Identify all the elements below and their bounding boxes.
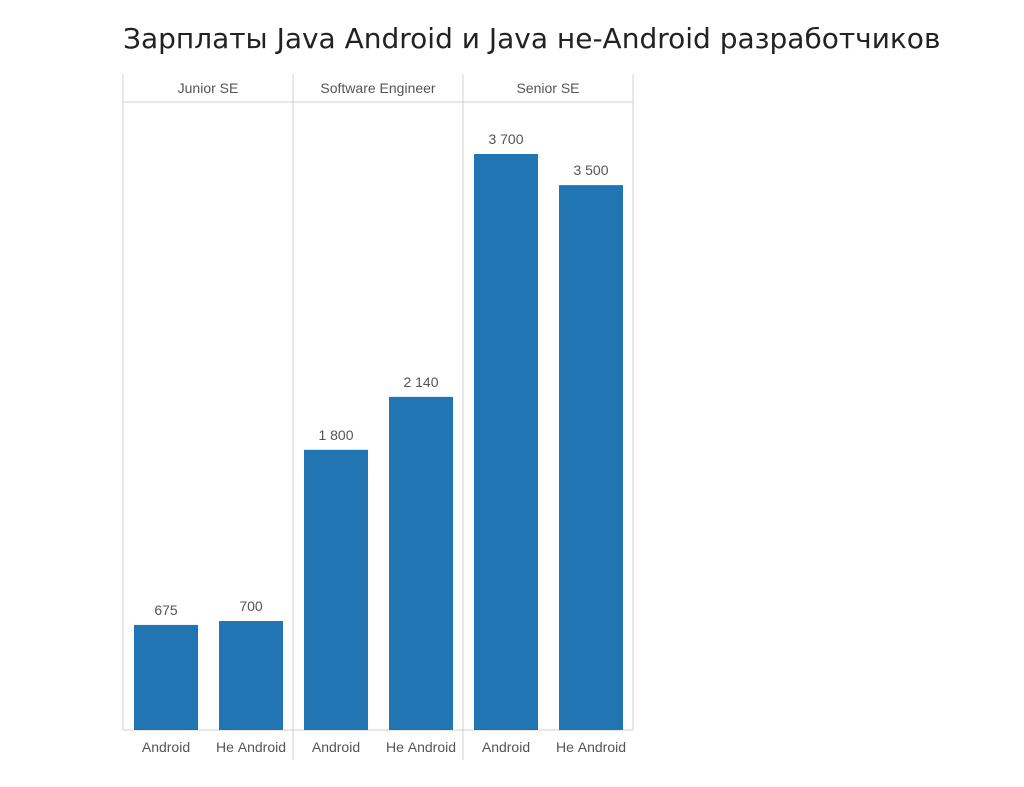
category-label: Android [482, 739, 530, 755]
category-label: Не Android [386, 739, 456, 755]
category-label: Android [312, 739, 360, 755]
bar [474, 154, 538, 730]
category-label: Android [142, 739, 190, 755]
chart-title: Зарплаты Java Android и Java не-Android … [123, 22, 941, 55]
bar-value-label: 675 [154, 602, 178, 618]
bar [559, 185, 623, 730]
bar [389, 396, 453, 730]
panel-header-label: Software Engineer [320, 80, 436, 96]
bar-value-label: 2 140 [403, 374, 438, 390]
bar [304, 449, 368, 730]
bar-value-label: 700 [239, 598, 263, 614]
bar [219, 621, 283, 730]
category-label: Не Android [556, 739, 626, 755]
bar-value-label: 1 800 [318, 427, 353, 443]
bar-value-label: 3 700 [488, 131, 523, 147]
category-label: Не Android [216, 739, 286, 755]
bar-value-label: 3 500 [573, 162, 608, 178]
bar [134, 624, 198, 730]
panel-header-label: Senior SE [516, 80, 579, 96]
panel-header-label: Junior SE [178, 80, 239, 96]
